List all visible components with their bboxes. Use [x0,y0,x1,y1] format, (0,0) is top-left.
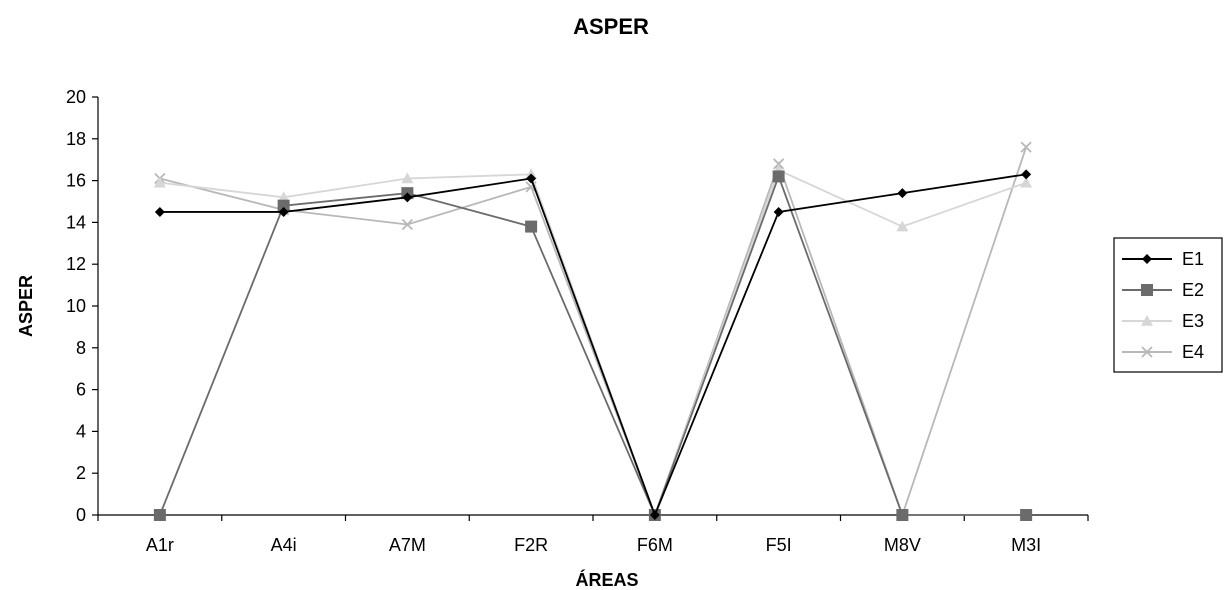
y-tick-label: 18 [66,129,86,149]
series-line-e2 [159,173,1027,518]
x-tick-label: A7M [389,535,426,555]
data-point-e1 [649,510,660,520]
y-tick-label: 10 [66,296,86,316]
y-tick-label: 2 [76,463,86,483]
data-point-e3 [401,172,414,184]
data-point-e2 [772,170,785,183]
x-tick-label: M8V [884,535,921,555]
data-point-e1 [526,173,537,184]
data-point-e3 [153,176,166,188]
data-point-e2 [525,220,538,233]
x-tick-label: M3I [1011,535,1041,555]
x-tick-label: A1r [146,535,174,555]
series-e1 [154,169,1032,520]
y-tick-label: 20 [66,87,86,107]
y-axis-title: ASPER [16,275,36,337]
x-axis-ticks: A1r A4i A7M F2R F6M F5I M8V M3I [97,515,1089,555]
legend-label: E2 [1182,280,1204,300]
data-point-e2 [277,199,290,212]
data-point-e4 [1020,141,1032,153]
legend-label: E1 [1182,249,1204,269]
legend-item-e4: E4 [1122,342,1204,362]
data-point-e1 [897,188,908,199]
legend-label: E4 [1182,342,1204,362]
legend-marker [1142,254,1152,264]
axes [97,97,1088,516]
y-tick-label: 12 [66,254,86,274]
series-line-e1 [159,173,1027,518]
x-tick-label: F5I [766,535,792,555]
x-tick-label: F2R [514,535,548,555]
data-point-e4 [401,218,414,231]
data-point-e4 [772,158,785,170]
data-point-e1 [773,206,784,217]
y-tick-label: 4 [76,421,86,441]
data-point-e1 [154,206,165,217]
data-point-e2 [1020,509,1033,521]
data-point-e3 [896,220,909,232]
x-tick-label: F6M [637,535,673,555]
legend-marker [1141,346,1153,358]
legend-marker [1141,315,1153,326]
data-point-e3 [277,191,290,203]
y-tick-label: 14 [66,212,86,232]
legend: E1 E2 E3 E4 [1113,237,1223,373]
x-axis-title: ÁREAS [575,569,638,590]
data-point-e3 [1020,176,1033,188]
y-tick-label: 6 [76,380,86,400]
y-tick-label: 16 [66,171,86,191]
series-e2 [153,170,1033,521]
y-tick-label: 8 [76,338,86,358]
legend-item-e1: E1 [1122,249,1204,269]
legend-box [1113,237,1223,373]
data-point-e1 [278,206,289,217]
y-axis-ticks: 0 2 4 6 8 10 12 14 16 18 20 [66,87,98,525]
series-lines [153,141,1033,521]
data-point-e1 [402,192,413,203]
series-e3 [153,164,1033,520]
data-point-e2 [153,509,166,521]
y-tick-label: 0 [76,505,86,525]
x-tick-label: A4i [271,535,297,555]
series-line-e4 [159,146,1027,518]
chart-title: ASPER [573,14,649,39]
legend-item-e3: E3 [1122,311,1204,331]
legend-label: E3 [1182,311,1204,331]
legend-item-e2: E2 [1122,280,1204,300]
series-line-e3 [159,168,1027,518]
data-point-e1 [1021,169,1032,180]
legend-marker [1141,284,1153,296]
data-point-e2 [896,509,909,521]
